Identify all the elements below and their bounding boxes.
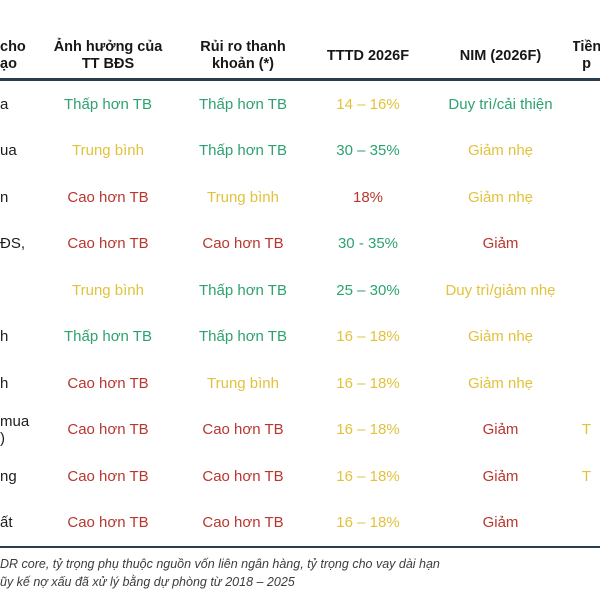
- cell-credit-growth: 14 – 16%: [336, 95, 400, 113]
- table-row: ất Cao hơn TB Cao hơn TB 16 – 18% Giảm: [0, 500, 600, 547]
- cell-credit-growth: 16 – 18%: [336, 328, 400, 346]
- header-deposit-column: Tiền p: [573, 39, 600, 72]
- cell-impact: Cao hơn TB: [67, 421, 149, 439]
- cell-nim: Giảm: [482, 235, 519, 253]
- table-header-row: cho ạo Ảnh hưởng của TT BĐS Rủi ro thanh kh…: [0, 0, 600, 81]
- cell-nim: Giảm: [482, 514, 519, 532]
- table-row: ng Cao hơn TB Cao hơn TB 16 – 18% Giảm T: [0, 453, 600, 500]
- cell-nim: Duy trì/cải thiện: [448, 95, 553, 113]
- cell-impact: Thấp hơn TB: [64, 95, 152, 113]
- row-label: a: [0, 95, 9, 113]
- cell-credit-growth: 30 – 35%: [336, 142, 400, 160]
- footnote-line: ũy kế nợ xấu đã xử lý bằng dự phòng từ 2…: [0, 574, 295, 589]
- cell-liquidity: Thấp hơn TB: [199, 95, 287, 113]
- cell-impact: Cao hơn TB: [67, 467, 149, 485]
- cell-impact: Trung bình: [72, 281, 144, 299]
- cell-liquidity: Thấp hơn TB: [199, 281, 287, 299]
- table-row: h Cao hơn TB Trung bình 16 – 18% Giảm nh…: [0, 360, 600, 407]
- cell-nim: Giảm nhẹ: [467, 374, 534, 392]
- cell-credit-growth: 16 – 18%: [336, 467, 400, 485]
- cell-impact: Trung bình: [72, 142, 144, 160]
- header-nim-2026f: NIM (2026F): [459, 48, 542, 64]
- cell-liquidity: Cao hơn TB: [202, 514, 284, 532]
- cell-credit-growth: 30 - 35%: [337, 235, 399, 253]
- row-label: mua): [0, 412, 30, 447]
- cell-credit-growth: 18%: [352, 188, 384, 206]
- row-label: ất: [0, 514, 13, 532]
- row-label: ĐS,: [0, 235, 26, 253]
- cell-nim: Giảm: [482, 421, 519, 439]
- cell-nim: Giảm nhẹ: [467, 142, 534, 160]
- table-row: mua) Cao hơn TB Cao hơn TB 16 – 18% Giảm…: [0, 407, 600, 454]
- row-label: h: [0, 374, 9, 392]
- cell-liquidity: Cao hơn TB: [202, 421, 284, 439]
- cell-liquidity: Thấp hơn TB: [199, 328, 287, 346]
- table-row: n Cao hơn TB Trung bình 18% Giảm nhẹ: [0, 174, 600, 221]
- cell-extra: T: [581, 467, 592, 485]
- footnote-line: DR core, tỷ trọng phụ thuộc nguồn vốn li…: [0, 557, 440, 571]
- footnotes: DR core, tỷ trọng phụ thuộc nguồn vốn li…: [0, 556, 600, 591]
- cell-extra: T: [581, 421, 592, 439]
- cell-liquidity: Thấp hơn TB: [199, 142, 287, 160]
- cell-credit-growth: 25 – 30%: [336, 281, 400, 299]
- table-row: h Thấp hơn TB Thấp hơn TB 16 – 18% Giảm …: [0, 314, 600, 361]
- table-row: Trung bình Thấp hơn TB 25 – 30% Duy trì/…: [0, 267, 600, 314]
- cell-impact: Cao hơn TB: [67, 235, 149, 253]
- cell-liquidity: Cao hơn TB: [202, 467, 284, 485]
- header-property-market-impact: Ảnh hưởng của TT BĐS: [53, 39, 163, 72]
- row-label: ua: [0, 142, 17, 160]
- cell-impact: Thấp hơn TB: [64, 328, 152, 346]
- header-credit-growth-2026f: TTTD 2026F: [326, 48, 410, 64]
- cell-credit-growth: 16 – 18%: [336, 421, 400, 439]
- cell-nim: Giảm nhẹ: [467, 188, 534, 206]
- table-row: a Thấp hơn TB Thấp hơn TB 14 – 16% Duy t…: [0, 81, 600, 128]
- cell-credit-growth: 16 – 18%: [336, 374, 400, 392]
- cell-nim: Giảm: [482, 467, 519, 485]
- cell-impact: Cao hơn TB: [67, 374, 149, 392]
- cell-liquidity: Cao hơn TB: [202, 235, 284, 253]
- row-label: ng: [0, 467, 17, 485]
- row-label: h: [0, 328, 9, 346]
- header-segment-column: cho ạo: [0, 39, 26, 72]
- row-label: n: [0, 188, 9, 206]
- cell-credit-growth: 16 – 18%: [336, 514, 400, 532]
- cell-nim: Giảm nhẹ: [467, 328, 534, 346]
- cell-nim: Duy trì/giảm nhẹ: [445, 281, 556, 299]
- cell-impact: Cao hơn TB: [67, 514, 149, 532]
- cell-impact: Cao hơn TB: [67, 188, 149, 206]
- cell-liquidity: Trung bình: [207, 188, 279, 206]
- cell-liquidity: Trung bình: [207, 374, 279, 392]
- header-liquidity-risk: Rủi ro thanh khoản (*): [200, 39, 286, 72]
- table-row: ua Trung bình Thấp hơn TB 30 – 35% Giảm …: [0, 128, 600, 175]
- bank-comparison-table: cho ạo Ảnh hưởng của TT BĐS Rủi ro thanh kh…: [0, 0, 600, 548]
- table-row: ĐS, Cao hơn TB Cao hơn TB 30 - 35% Giảm: [0, 221, 600, 268]
